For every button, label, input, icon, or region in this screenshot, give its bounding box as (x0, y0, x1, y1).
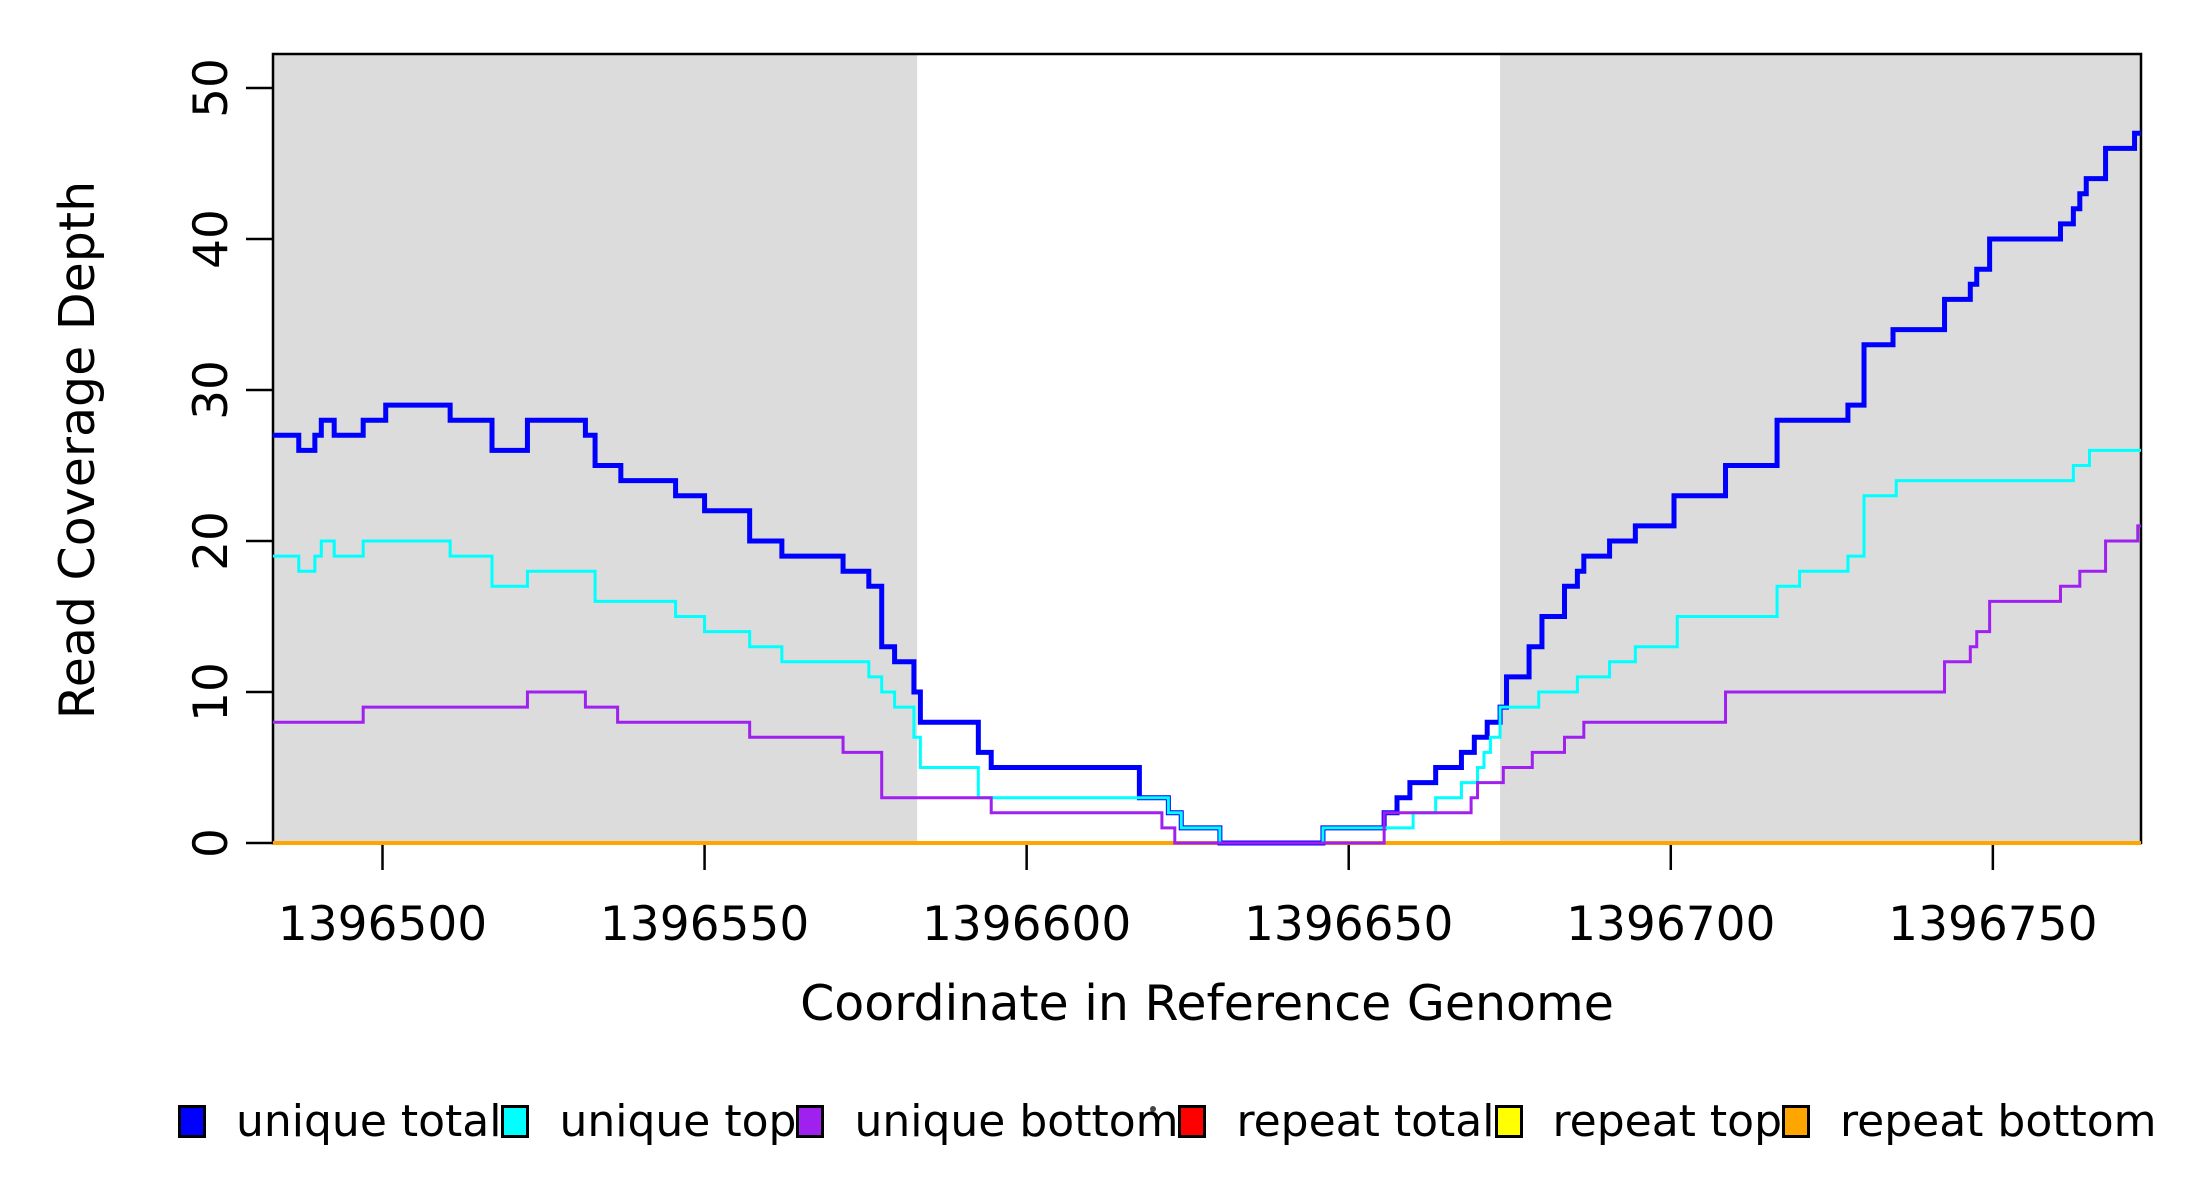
legend-label: repeat top (1552, 1095, 1783, 1147)
unique-top-swatch-icon (501, 1104, 530, 1138)
x-tick-label: 1396600 (922, 897, 1131, 952)
y-tick-label: 40 (184, 209, 239, 269)
series-unique-top (273, 448, 2141, 845)
shaded-region (1500, 54, 2141, 843)
legend: unique total unique top unique bottom re… (178, 1088, 2157, 1154)
legend-item-unique-total: unique total (178, 1096, 501, 1147)
x-axis-title: Coordinate in Reference Genome (800, 975, 1614, 1032)
x-tick-label: 1396700 (1566, 897, 1775, 952)
x-tick-label: 1396500 (278, 897, 487, 952)
legend-item-repeat-total: repeat total (1178, 1095, 1495, 1147)
repeat-bottom-swatch-icon (1782, 1104, 1810, 1138)
legend-item-unique-bottom: unique bottom (796, 1096, 1178, 1147)
legend-label: unique total (236, 1095, 502, 1147)
legend-label: unique bottom (854, 1095, 1179, 1147)
series-unique-total (273, 130, 2141, 846)
unique-total-swatch-icon (178, 1104, 206, 1138)
stray-dot (1150, 1106, 1156, 1112)
y-tick-label: 0 (184, 828, 239, 858)
unique-bottom-swatch-icon (796, 1104, 825, 1138)
legend-item-unique-top: unique top (501, 1096, 796, 1147)
x-tick-label: 1396650 (1244, 897, 1453, 952)
x-tick-label: 1396750 (1888, 897, 2097, 952)
series-unique-bottom (273, 524, 2141, 845)
y-axis-title: Read Coverage Depth (49, 180, 106, 720)
repeat-top-swatch-icon (1494, 1104, 1523, 1138)
legend-item-repeat-top: repeat top (1494, 1095, 1783, 1147)
legend-label: repeat total (1236, 1095, 1495, 1147)
legend-label: unique top (559, 1095, 797, 1147)
y-tick-label: 10 (184, 662, 239, 722)
y-tick-label: 20 (184, 511, 239, 571)
x-tick-label: 1396550 (600, 897, 809, 952)
legend-label: repeat bottom (1840, 1095, 2157, 1147)
y-tick-label: 30 (184, 360, 239, 420)
y-tick-label: 50 (184, 58, 239, 118)
repeat-total-swatch-icon (1178, 1104, 1207, 1138)
legend-item-repeat-bottom: repeat bottom (1782, 1096, 2157, 1147)
